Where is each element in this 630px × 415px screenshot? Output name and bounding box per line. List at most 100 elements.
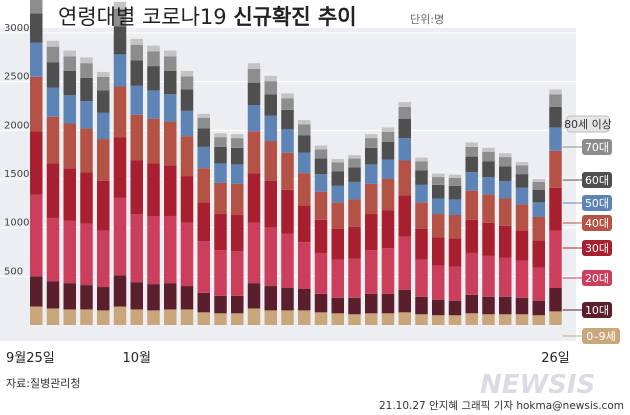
bar-segment-3 — [231, 251, 244, 296]
bar-segment-3 — [80, 223, 93, 286]
chart-title-regular: 연령대별 코로나19 — [58, 5, 233, 29]
bar-segment-7 — [515, 174, 529, 188]
bar-segment-1 — [415, 314, 428, 325]
bar-segment-6 — [432, 198, 445, 215]
bar-segment-8 — [432, 177, 445, 185]
bar-segment-3 — [197, 241, 210, 293]
bar-segment-6 — [130, 85, 143, 115]
bar-segment-7 — [231, 147, 244, 165]
bar-segment-5 — [314, 191, 328, 220]
bar-segment-1 — [247, 308, 261, 325]
bar-segment-5 — [331, 202, 344, 229]
legend-item: 70대 — [562, 139, 612, 155]
bar-segment-8 — [415, 161, 428, 171]
bar-segment-4 — [515, 230, 529, 261]
bar-segment-4 — [448, 238, 462, 267]
bar-segment-4 — [147, 163, 160, 216]
bar-segment-8 — [214, 137, 227, 147]
bar-segment-6 — [465, 172, 478, 191]
bar-segment-9 — [314, 145, 328, 150]
bar-segment-7 — [465, 156, 478, 173]
bar-segment-8 — [164, 56, 177, 71]
bar-segment-9 — [348, 155, 361, 159]
bar-segment-7 — [314, 158, 328, 175]
bar-day-32 — [549, 89, 562, 325]
bar-segment-9 — [231, 134, 244, 139]
bar-segment-6 — [314, 174, 328, 192]
bar-segment-6 — [549, 127, 562, 151]
bar-day-18 — [314, 145, 328, 325]
bar-segment-6 — [415, 184, 428, 203]
bar-segment-9 — [214, 133, 227, 138]
bar-segment-7 — [164, 70, 177, 95]
legend-item: 40대 — [562, 215, 612, 231]
bar-segment-2 — [63, 283, 76, 310]
bar-segment-8 — [448, 178, 462, 186]
bar-day-1 — [30, 0, 43, 325]
bar-segment-7 — [281, 109, 294, 130]
bar-segment-6 — [298, 152, 311, 174]
bar-segment-3 — [130, 214, 143, 283]
bar-segment-5 — [549, 150, 562, 188]
legend-label: 30대 — [585, 242, 609, 255]
bar-segment-5 — [197, 168, 210, 203]
bar-day-19 — [331, 159, 344, 325]
bar-segment-7 — [214, 146, 227, 164]
bar-segment-9 — [381, 127, 395, 132]
bar-segment-7 — [130, 60, 143, 86]
legend-label: 50대 — [585, 197, 609, 210]
legend-item: 30대 — [562, 240, 612, 256]
bar-segment-2 — [130, 282, 143, 310]
bar-segment-8 — [130, 44, 143, 61]
bar-segment-7 — [381, 142, 395, 160]
bar-segment-9 — [365, 134, 378, 139]
bar-segment-7 — [499, 166, 512, 181]
bar-segment-6 — [499, 180, 512, 199]
bar-segment-5 — [298, 173, 311, 206]
legend-swatch — [582, 195, 612, 211]
bar-segment-8 — [482, 151, 495, 162]
bar-segment-5 — [231, 183, 244, 216]
bar-segment-5 — [80, 128, 93, 173]
legend-item: 10대 — [562, 302, 612, 318]
bar-segment-5 — [63, 123, 76, 169]
bar-day-7 — [130, 38, 143, 325]
legend-swatch — [582, 172, 612, 188]
bar-segment-5 — [482, 194, 495, 223]
bar-segment-5 — [499, 198, 512, 226]
bar-segment-1 — [532, 315, 545, 325]
bar-day-6 — [113, 1, 127, 325]
bar-segment-8 — [314, 149, 328, 159]
legend-label: 10대 — [585, 304, 609, 317]
bar-segment-6 — [97, 112, 110, 140]
bar-segment-7 — [365, 147, 378, 165]
bar-segment-9 — [515, 161, 529, 166]
bar-day-30 — [515, 161, 529, 325]
bar-segment-5 — [247, 131, 261, 174]
bar-segment-3 — [147, 215, 160, 285]
bar-segment-9 — [331, 159, 344, 163]
bar-segment-9 — [113, 1, 127, 9]
bar-segment-3 — [46, 217, 60, 282]
bar-segment-6 — [365, 164, 378, 184]
bar-segment-4 — [180, 176, 194, 223]
bar-day-25 — [432, 173, 445, 325]
y-tick-label: 1000 — [4, 218, 29, 229]
bar-segment-1 — [314, 312, 328, 325]
bar-segment-5 — [398, 160, 411, 196]
legend-label: 40대 — [585, 217, 609, 230]
legend-item: 60대 — [562, 172, 612, 188]
bar-segment-9 — [46, 40, 60, 47]
bar-segment-4 — [214, 214, 227, 251]
bar-segment-2 — [432, 299, 445, 316]
bar-segment-8 — [264, 81, 277, 95]
bar-segment-2 — [381, 293, 395, 314]
bar-day-13 — [231, 134, 244, 325]
bar-segment-9 — [482, 147, 495, 152]
bar-segment-4 — [415, 228, 428, 260]
bar-segment-4 — [499, 225, 512, 258]
legend-item: 80세 이상 — [562, 115, 612, 133]
watermark-logo: NEWSIS — [480, 370, 595, 400]
bar-segment-2 — [180, 286, 194, 310]
bar-segment-8 — [147, 51, 160, 67]
